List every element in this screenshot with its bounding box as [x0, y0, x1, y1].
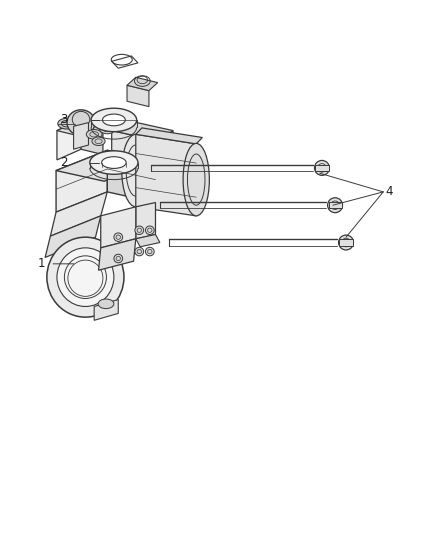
Ellipse shape — [339, 235, 353, 250]
Ellipse shape — [67, 110, 95, 135]
Polygon shape — [94, 300, 118, 320]
Ellipse shape — [135, 226, 144, 235]
Polygon shape — [99, 239, 136, 270]
Ellipse shape — [114, 254, 123, 263]
Polygon shape — [57, 120, 103, 136]
Polygon shape — [127, 77, 158, 91]
Ellipse shape — [135, 247, 144, 256]
Ellipse shape — [92, 137, 105, 146]
Polygon shape — [127, 85, 149, 107]
Ellipse shape — [57, 248, 114, 306]
Polygon shape — [101, 207, 136, 248]
Ellipse shape — [114, 233, 123, 241]
Ellipse shape — [90, 151, 138, 174]
Polygon shape — [56, 150, 155, 181]
Polygon shape — [339, 239, 353, 246]
Polygon shape — [112, 120, 173, 141]
Ellipse shape — [98, 299, 114, 309]
Ellipse shape — [314, 160, 329, 175]
Polygon shape — [112, 131, 160, 161]
Polygon shape — [74, 123, 88, 149]
Polygon shape — [136, 128, 202, 144]
Text: 4: 4 — [385, 185, 393, 198]
Text: 1: 1 — [38, 257, 46, 270]
Polygon shape — [56, 150, 107, 212]
Ellipse shape — [145, 226, 154, 235]
Ellipse shape — [102, 114, 125, 126]
Polygon shape — [45, 216, 101, 257]
Text: 2: 2 — [60, 156, 67, 169]
Ellipse shape — [122, 134, 150, 207]
Polygon shape — [107, 150, 155, 203]
Ellipse shape — [183, 143, 209, 216]
Polygon shape — [50, 192, 107, 236]
Ellipse shape — [86, 130, 102, 139]
Ellipse shape — [145, 247, 154, 256]
Ellipse shape — [47, 237, 124, 317]
Polygon shape — [136, 134, 196, 216]
Polygon shape — [81, 120, 103, 155]
Ellipse shape — [91, 108, 137, 132]
Polygon shape — [136, 203, 155, 239]
Ellipse shape — [102, 157, 126, 168]
Ellipse shape — [328, 198, 343, 213]
Ellipse shape — [58, 118, 75, 129]
Polygon shape — [328, 202, 342, 208]
Text: 3: 3 — [60, 114, 67, 126]
Polygon shape — [160, 131, 173, 161]
Ellipse shape — [99, 124, 115, 134]
Polygon shape — [57, 120, 81, 160]
Polygon shape — [315, 165, 328, 171]
Polygon shape — [136, 235, 160, 247]
